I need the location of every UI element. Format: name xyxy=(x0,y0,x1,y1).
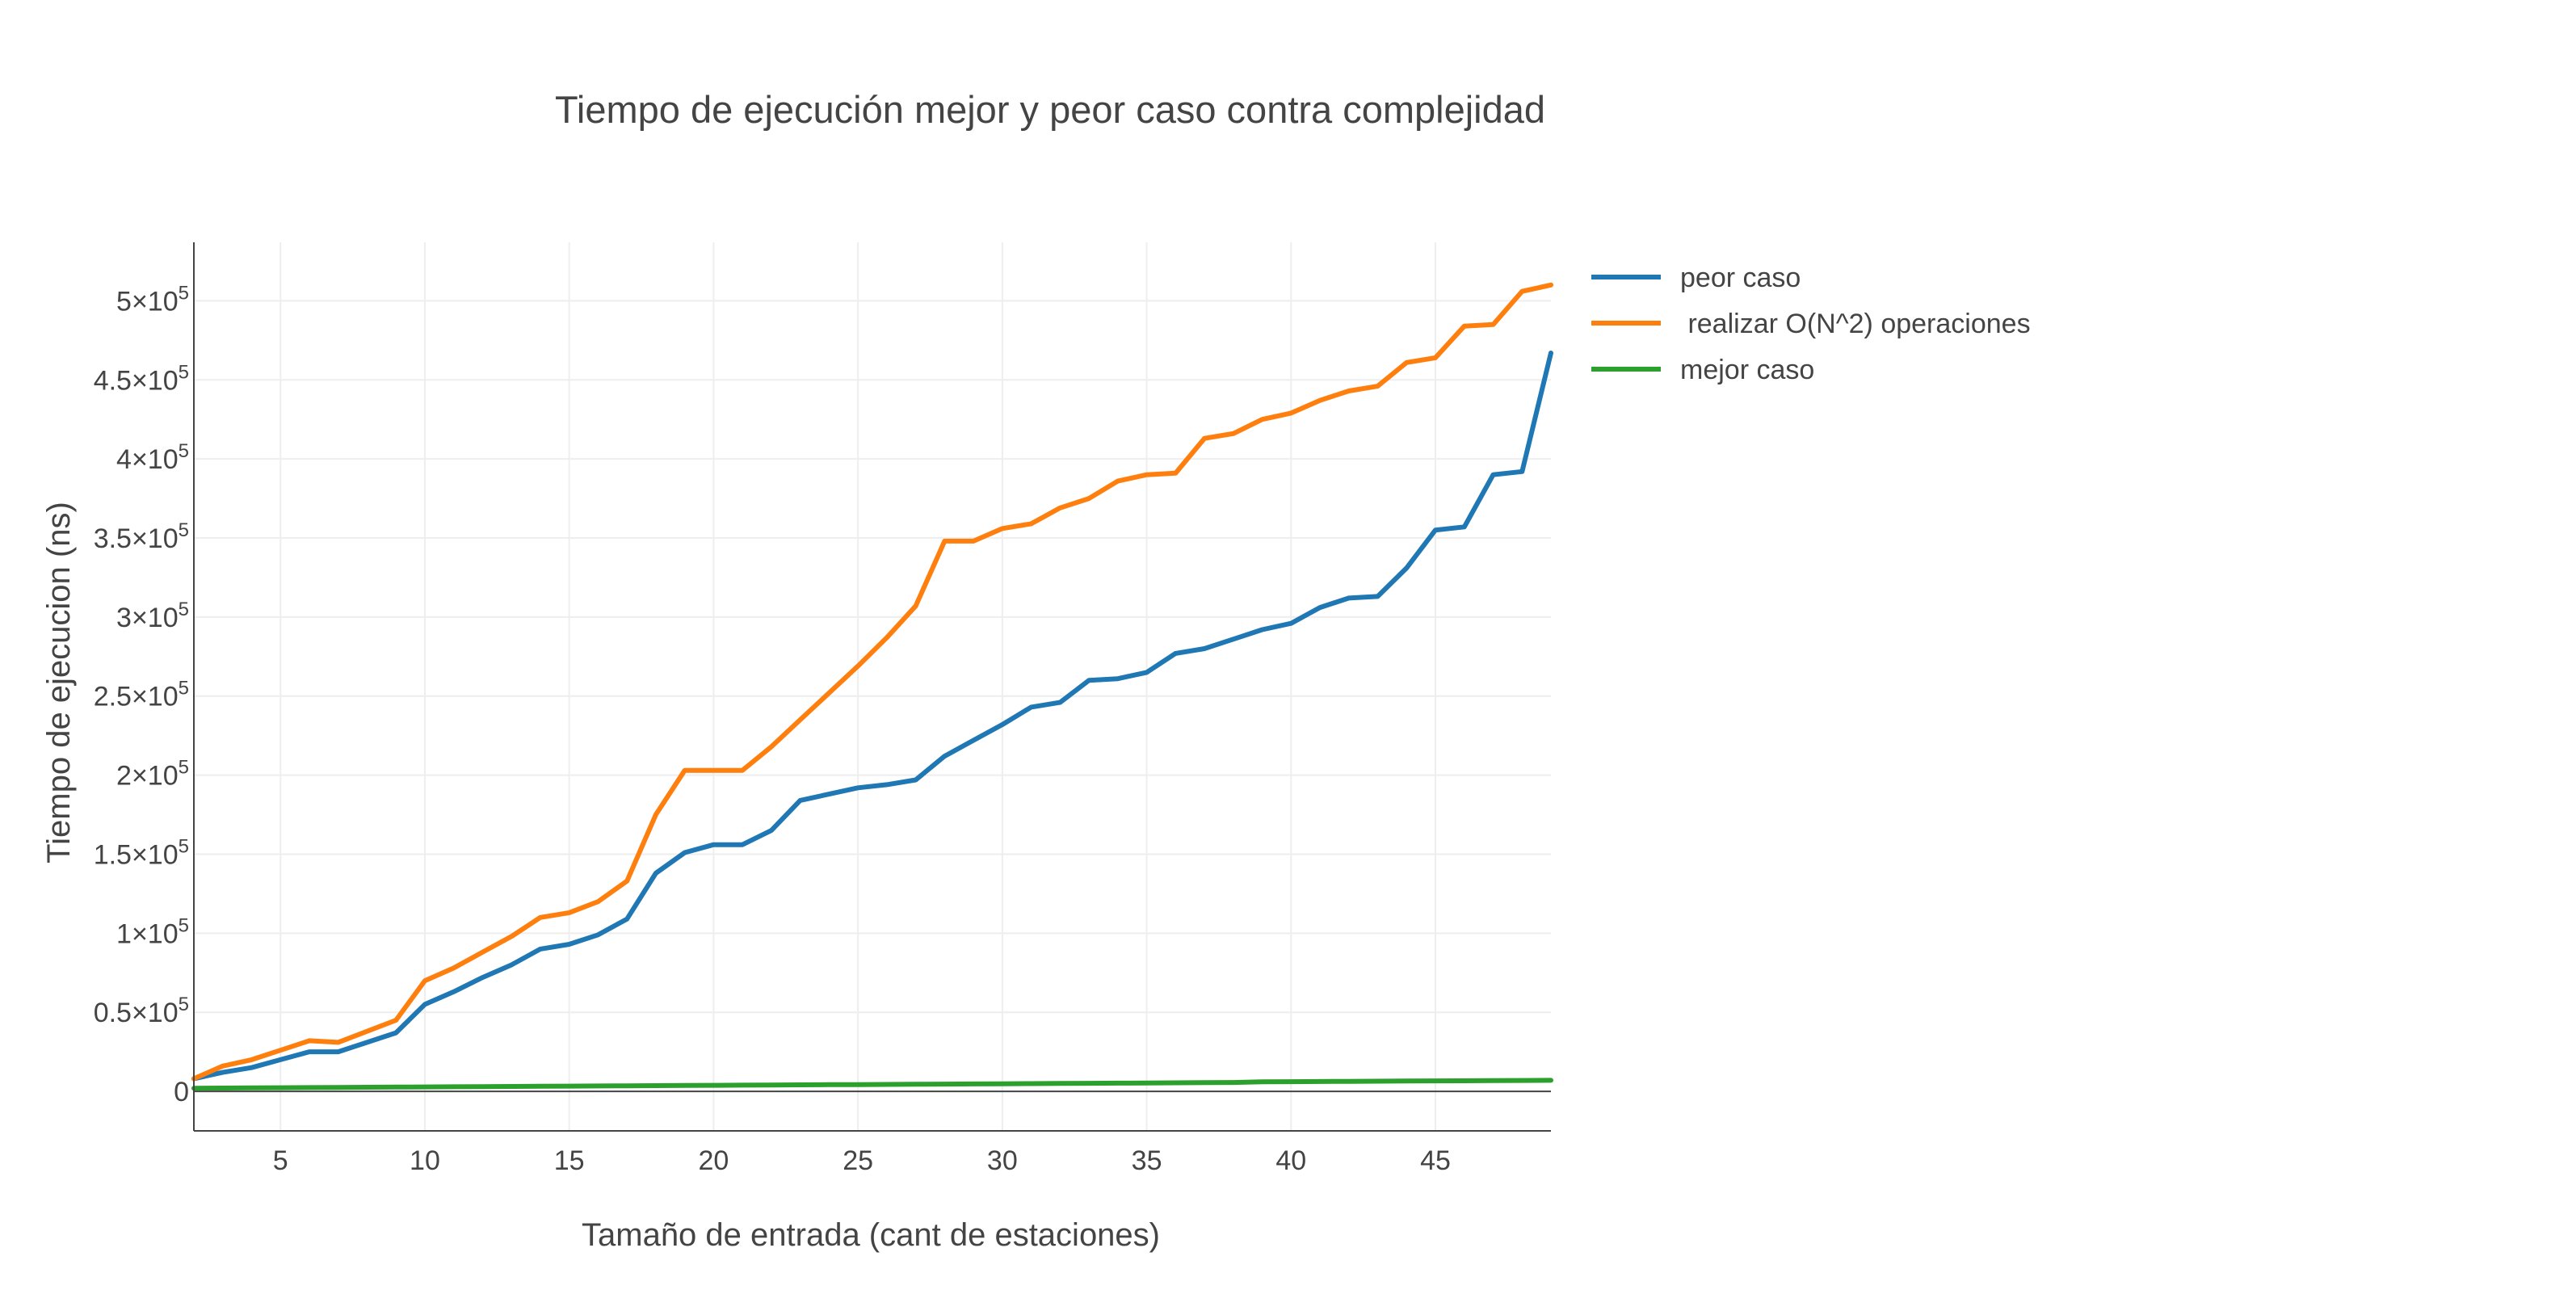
x-axis-title: Tamaño de entrada (cant de estaciones) xyxy=(582,1217,1160,1253)
legend-label-0: peor caso xyxy=(1680,263,1801,293)
x-tick-label: 20 xyxy=(698,1145,729,1176)
y-tick-label: 1×105 xyxy=(116,914,189,949)
series-line-2 xyxy=(191,1078,1553,1091)
y-tick-label: 2×105 xyxy=(116,757,189,792)
y-tick-label: 1.5×105 xyxy=(94,835,189,870)
y-tick-label: 4×105 xyxy=(116,440,189,475)
x-tick-label: 35 xyxy=(1132,1145,1162,1176)
x-tick-label: 5 xyxy=(273,1145,288,1176)
x-tick-label: 30 xyxy=(987,1145,1018,1176)
y-tick-label: 0.5×105 xyxy=(94,994,189,1028)
axes xyxy=(193,242,1551,1132)
x-tick-label: 45 xyxy=(1420,1145,1451,1176)
series-line-1 xyxy=(191,282,1553,1082)
x-tick-label: 25 xyxy=(843,1145,873,1176)
legend: peor caso realizar O(N^2) operaciones mej… xyxy=(1591,263,2031,385)
y-tick-label: 3×105 xyxy=(116,599,189,633)
y-tick-label: 0 xyxy=(174,1077,189,1107)
chart-title: Tiempo de ejecución mejor y peor caso co… xyxy=(555,88,1545,131)
series-line-0 xyxy=(191,351,1553,1082)
y-tick-label: 3.5×105 xyxy=(94,519,189,554)
y-tick-label: 2.5×105 xyxy=(94,678,189,712)
x-tick-label: 10 xyxy=(410,1145,440,1176)
series-lines xyxy=(191,282,1553,1091)
x-tick-label: 15 xyxy=(554,1145,585,1176)
y-tick-labels: 0 0.5×105 1×105 1.5×105 2×105 2.5×105 3×105 3.5… xyxy=(94,282,189,1107)
y-tick-label: 5×105 xyxy=(116,282,189,317)
legend-label-1: realizar O(N^2) operaciones xyxy=(1680,309,2031,339)
y-axis-title: Tiempo de ejecucion (ns) xyxy=(41,502,77,863)
x-tick-labels: 5 10 15 20 25 30 35 40 45 xyxy=(273,1145,1451,1176)
y-tick-label: 4.5×105 xyxy=(94,361,189,396)
x-tick-label: 40 xyxy=(1275,1145,1306,1176)
gridlines xyxy=(194,242,1551,1131)
legend-label-2: mejor caso xyxy=(1680,355,1814,385)
